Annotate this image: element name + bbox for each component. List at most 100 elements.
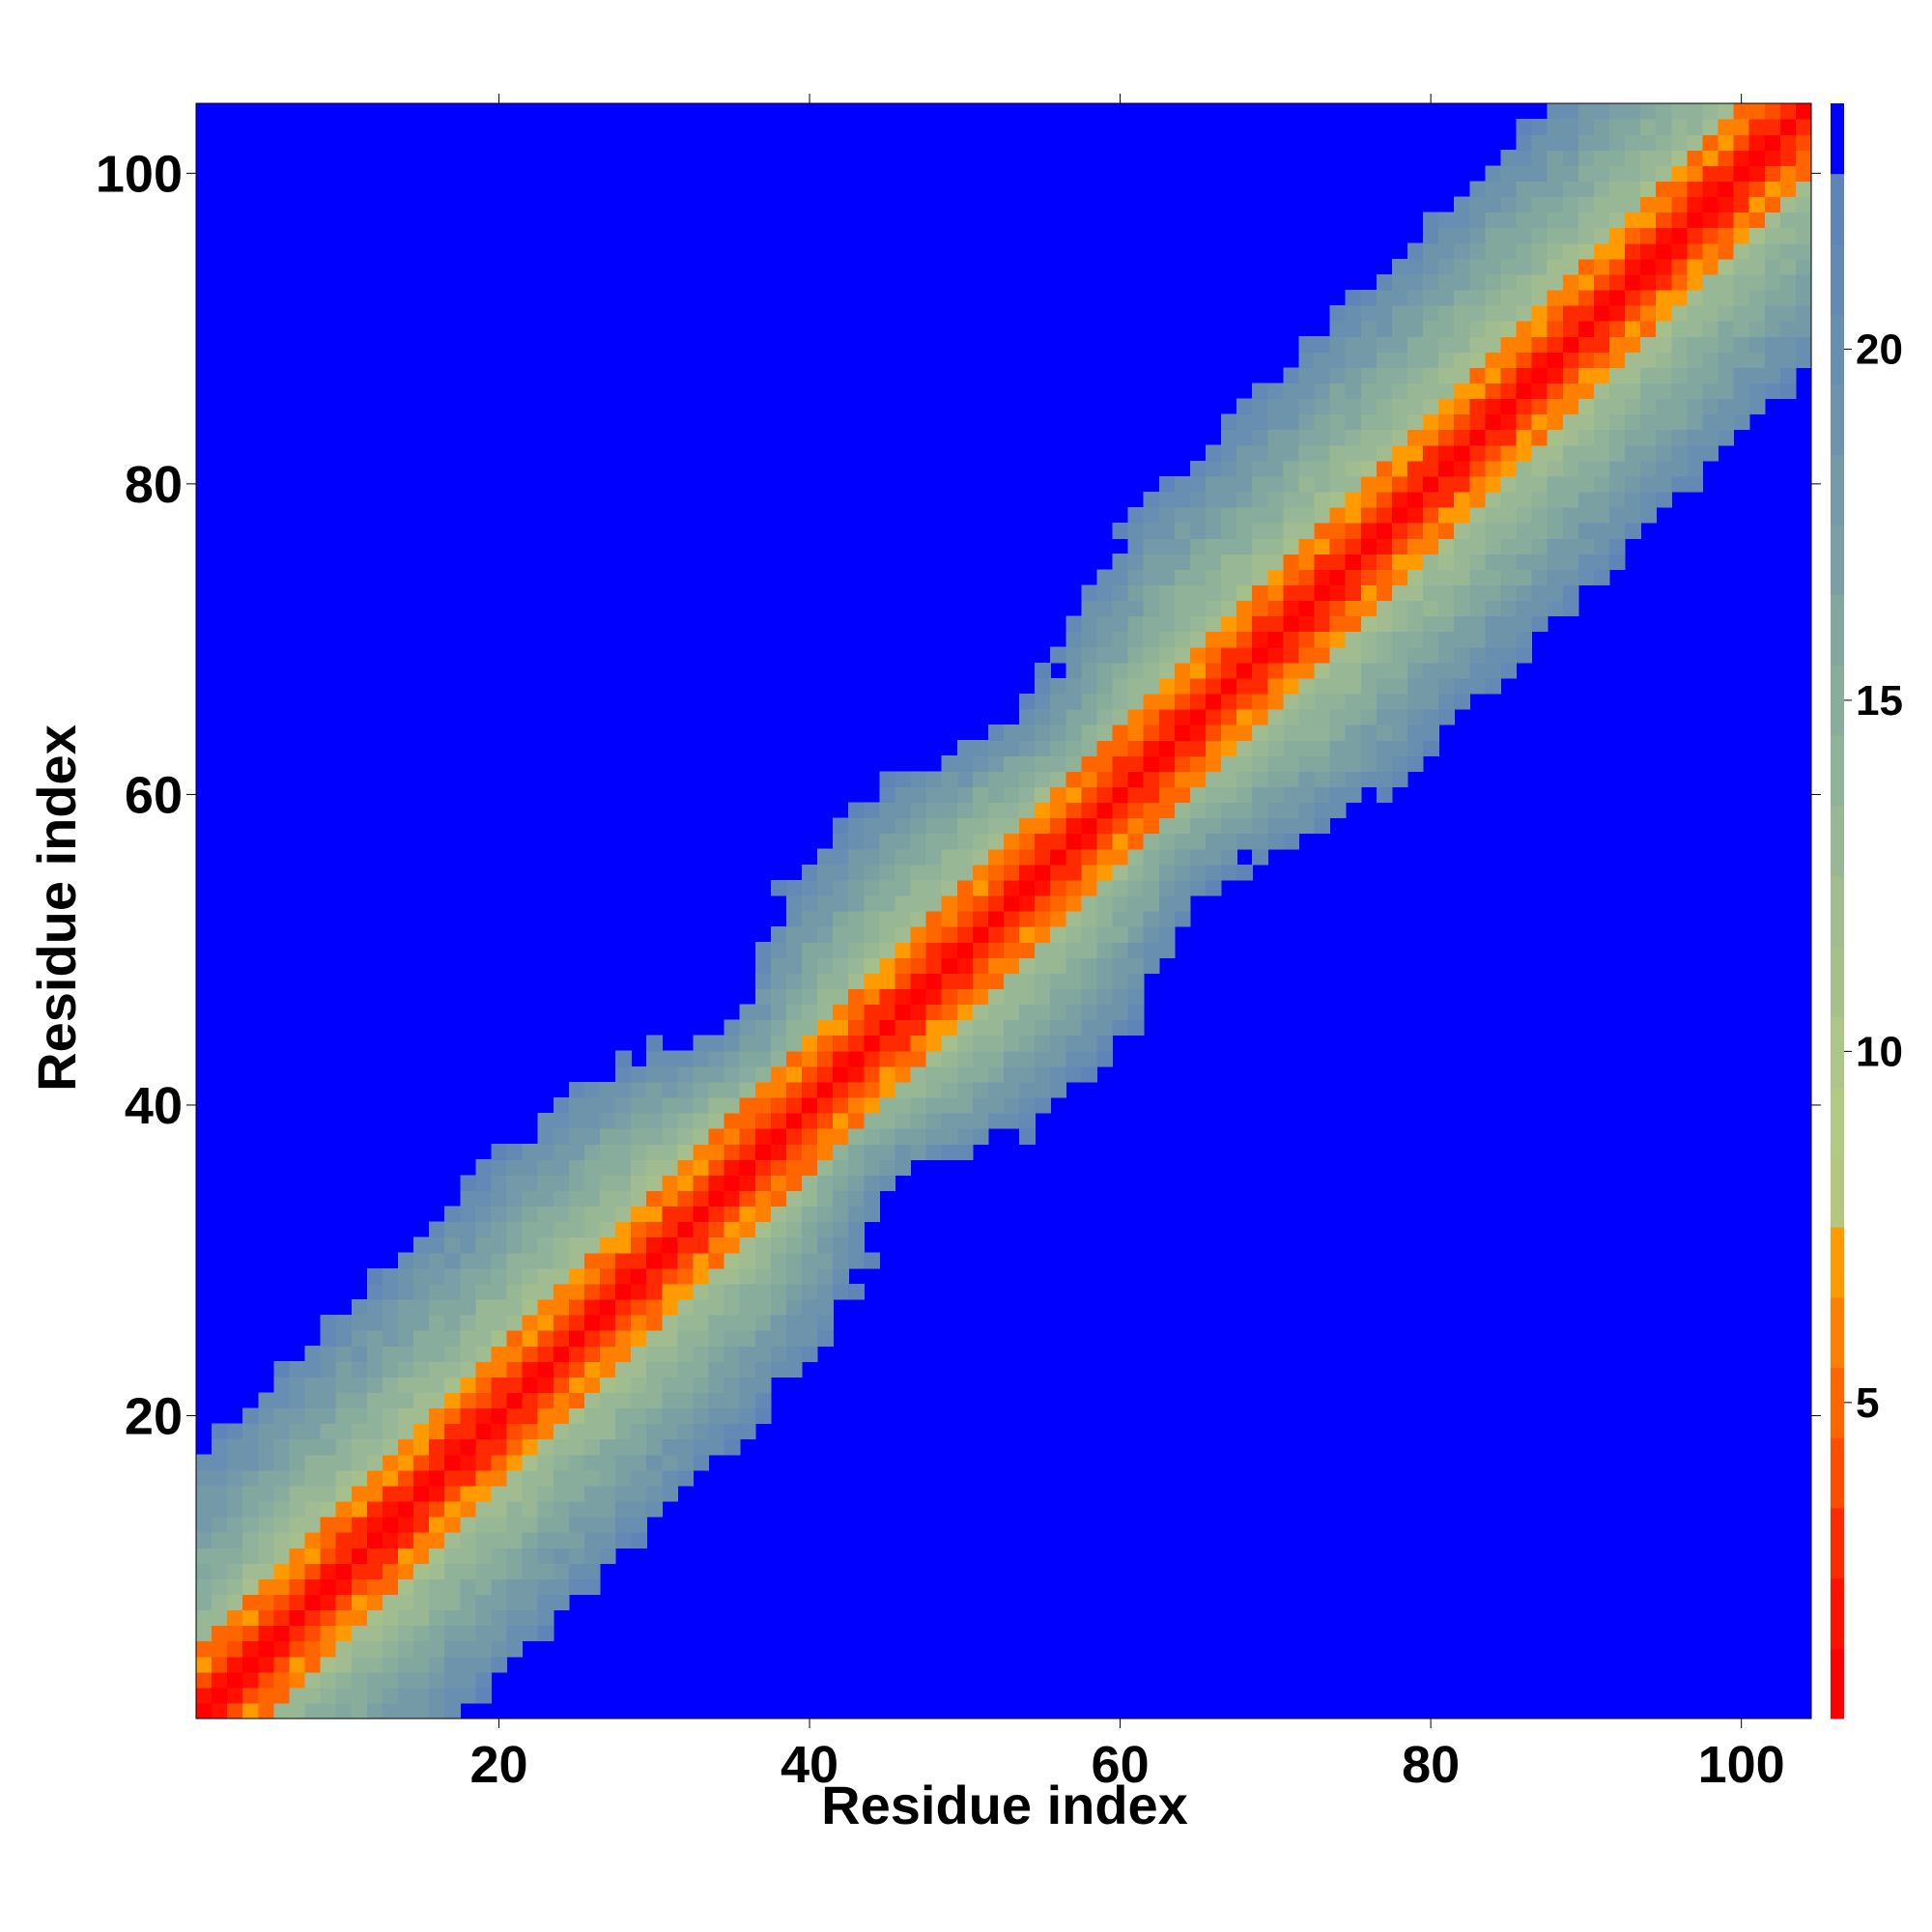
heatmap-cell [1096, 615, 1114, 633]
heatmap-cell [864, 926, 880, 943]
heatmap-cell [739, 1346, 756, 1362]
heatmap-cell [1127, 693, 1145, 710]
heatmap-cell [1795, 352, 1812, 368]
heatmap-cell [1314, 740, 1331, 756]
heatmap-cell [817, 1190, 834, 1208]
heatmap-cell [677, 1330, 695, 1347]
heatmap-cell [739, 1298, 756, 1316]
heatmap-cell [491, 1298, 508, 1316]
heatmap-cell [1733, 398, 1750, 415]
heatmap-cell [956, 755, 974, 772]
heatmap-cell [925, 848, 943, 866]
heatmap-cell [1283, 554, 1300, 570]
heatmap-cell [1454, 615, 1470, 633]
heatmap-cell [1531, 413, 1548, 431]
heatmap-cell [1577, 103, 1595, 120]
heatmap-cell [802, 942, 818, 958]
heatmap-cell [1469, 523, 1486, 539]
heatmap-cell [1795, 212, 1812, 229]
heatmap-cell [289, 1392, 306, 1409]
heatmap-cell [1391, 475, 1408, 493]
heatmap-cell [382, 1283, 399, 1300]
heatmap-cell [304, 1361, 322, 1378]
heatmap-cell [568, 1315, 585, 1331]
heatmap-cell [1345, 771, 1362, 787]
heatmap-cell [460, 1252, 476, 1269]
heatmap-cell [848, 802, 865, 819]
heatmap-cell [522, 1252, 539, 1269]
heatmap-cell [1096, 973, 1114, 989]
heatmap-cell [1454, 693, 1470, 710]
heatmap-cell [1096, 957, 1114, 974]
heatmap-cell [1391, 600, 1408, 617]
heatmap-cell [1391, 460, 1408, 477]
heatmap-cell [1206, 677, 1222, 695]
heatmap-cell [351, 1563, 368, 1579]
heatmap-cell [366, 1315, 384, 1331]
heatmap-cell [1469, 491, 1486, 508]
heatmap-cell [1019, 1004, 1036, 1021]
heatmap-cell [1391, 724, 1408, 741]
heatmap-cell [475, 1206, 493, 1223]
heatmap-cell [1640, 352, 1657, 368]
heatmap-cell [413, 1361, 430, 1378]
heatmap-cell [1189, 864, 1207, 881]
heatmap-cell [817, 1113, 834, 1129]
heatmap-cell [1004, 942, 1020, 958]
heatmap-cell [1748, 196, 1766, 213]
heatmap-cell [1329, 491, 1347, 508]
heatmap-cell [833, 1128, 849, 1145]
heatmap-cell [1454, 289, 1470, 306]
heatmap-cell [1764, 103, 1781, 120]
heatmap-cell [1329, 398, 1347, 415]
heatmap-cell [429, 1687, 445, 1704]
heatmap-cell [833, 911, 849, 927]
heatmap-cell [1174, 817, 1191, 835]
heatmap-cell [583, 1532, 601, 1548]
heatmap-cell [1143, 677, 1160, 695]
heatmap-cell [1687, 258, 1704, 275]
heatmap-cell [1469, 615, 1486, 633]
heatmap-cell [1004, 724, 1020, 741]
heatmap-cell [429, 1500, 445, 1518]
heatmap-cell [1143, 926, 1160, 943]
heatmap-cell [1562, 242, 1579, 260]
heatmap-cell [522, 1454, 539, 1471]
heatmap-cell [1469, 569, 1486, 585]
heatmap-cell [1438, 523, 1455, 539]
heatmap-cell [817, 1035, 834, 1052]
heatmap-cell [1096, 833, 1114, 850]
heatmap-cell [817, 926, 834, 943]
heatmap-cell [864, 1035, 880, 1052]
heatmap-cell [600, 1392, 616, 1409]
heatmap-cell [1267, 491, 1284, 508]
heatmap-cell [1206, 523, 1222, 539]
heatmap-cell [460, 1625, 476, 1642]
heatmap-cell [1019, 973, 1036, 989]
heatmap-cell [583, 1454, 601, 1471]
heatmap-cell [460, 1563, 476, 1579]
heatmap-cell [1298, 771, 1316, 787]
heatmap-cell [1081, 740, 1098, 756]
heatmap-cell [1733, 289, 1750, 306]
heatmap-cell [1547, 165, 1564, 182]
heatmap-cell [895, 1096, 912, 1114]
heatmap-cell [568, 1423, 585, 1440]
heatmap-cell [817, 1252, 834, 1269]
heatmap-cell [1360, 336, 1378, 353]
heatmap-cell [1671, 212, 1688, 229]
heatmap-cell [646, 1361, 663, 1378]
heatmap-cell [196, 1454, 213, 1471]
heatmap-cell [1748, 150, 1766, 166]
heatmap-cell [460, 1517, 476, 1533]
heatmap-cell [1391, 305, 1408, 322]
heatmap-cell [1671, 119, 1688, 135]
heatmap-cell [1531, 444, 1548, 462]
heatmap-cell [1314, 336, 1331, 353]
heatmap-cell [1267, 383, 1284, 400]
heatmap-cell [1189, 786, 1207, 804]
heatmap-cell [1779, 119, 1797, 135]
heatmap-cell [491, 1609, 508, 1627]
heatmap-cell [739, 1065, 756, 1083]
heatmap-cell [1733, 367, 1750, 384]
